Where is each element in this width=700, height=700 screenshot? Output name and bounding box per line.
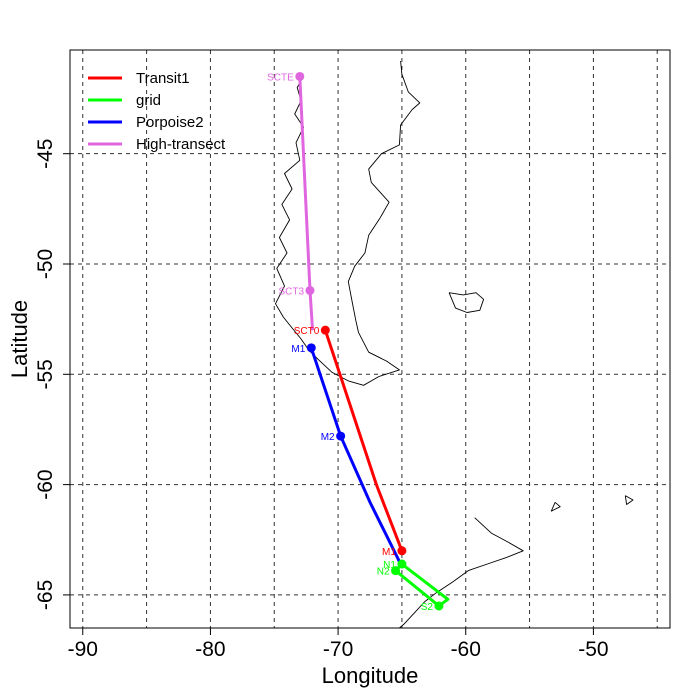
coastline-layer xyxy=(275,60,634,629)
waypoint-label-s2: S2 xyxy=(421,602,434,613)
waypoint-sct0 xyxy=(320,325,330,335)
y-tick-label: -55 xyxy=(34,359,57,389)
waypoint-label-n2: N2 xyxy=(377,567,390,578)
waypoint-n2 xyxy=(391,566,401,576)
y-axis: -45 -50 -55 -60 -65 xyxy=(34,139,70,610)
waypoint-label-n1: N1 xyxy=(383,560,396,571)
x-axis-title: Longitude xyxy=(322,663,419,688)
coastline xyxy=(448,292,485,313)
waypoint-sct3 xyxy=(305,285,315,295)
waypoint-label-sct0: SCT0 xyxy=(294,326,320,337)
coastline xyxy=(347,60,421,322)
coastline xyxy=(275,78,400,386)
waypoint-label-sct3: SCT3 xyxy=(278,286,304,297)
legend-label-transit1: Transit1 xyxy=(136,70,190,87)
y-axis-title: Latitude xyxy=(7,300,32,378)
x-tick-label: -90 xyxy=(68,638,98,661)
x-tick-label: -50 xyxy=(578,638,608,661)
route-line-porpoise2 xyxy=(309,347,402,565)
plot-frame xyxy=(69,49,671,629)
y-tick-label: -65 xyxy=(34,580,57,610)
waypoint-scte xyxy=(295,71,305,81)
legend-label-porpoise2: Porpoise2 xyxy=(136,114,204,131)
point-label-layer: SCT0 M1 M1 M2 N1 S2 N2 SCTE SCT3 xyxy=(267,72,433,612)
legend-label-high-transect: High-transect xyxy=(136,136,226,153)
waypoint-label-m1: M1 xyxy=(382,547,396,558)
coastline xyxy=(399,517,524,629)
waypoint-label-m1: M1 xyxy=(291,344,305,355)
legend: Transit1 grid Porpoise2 High-transect xyxy=(88,70,226,153)
x-tick-label: -70 xyxy=(323,638,353,661)
waypoint-s2 xyxy=(434,601,444,611)
coastline xyxy=(624,495,634,505)
waypoint-m2 xyxy=(336,431,346,441)
y-tick-label: -45 xyxy=(34,139,57,169)
waypoint-label-scte: SCTE xyxy=(267,72,294,83)
route-line-grid xyxy=(394,562,450,608)
x-tick-label: -80 xyxy=(195,638,225,661)
waypoint-m1 xyxy=(397,546,407,556)
x-axis: -90 -80 -70 -60 -50 xyxy=(68,628,609,661)
waypoint-label-m2: M2 xyxy=(321,432,335,443)
y-tick-label: -50 xyxy=(34,249,57,279)
x-tick-label: -60 xyxy=(451,638,481,661)
y-tick-label: -60 xyxy=(34,469,57,499)
route-layer xyxy=(295,71,450,611)
route-line-transit1 xyxy=(323,329,404,552)
waypoint-n1 xyxy=(397,559,407,569)
legend-label-grid: grid xyxy=(136,92,161,109)
gridlines xyxy=(70,50,670,628)
coastline xyxy=(550,501,561,512)
waypoint-m1 xyxy=(306,343,316,353)
